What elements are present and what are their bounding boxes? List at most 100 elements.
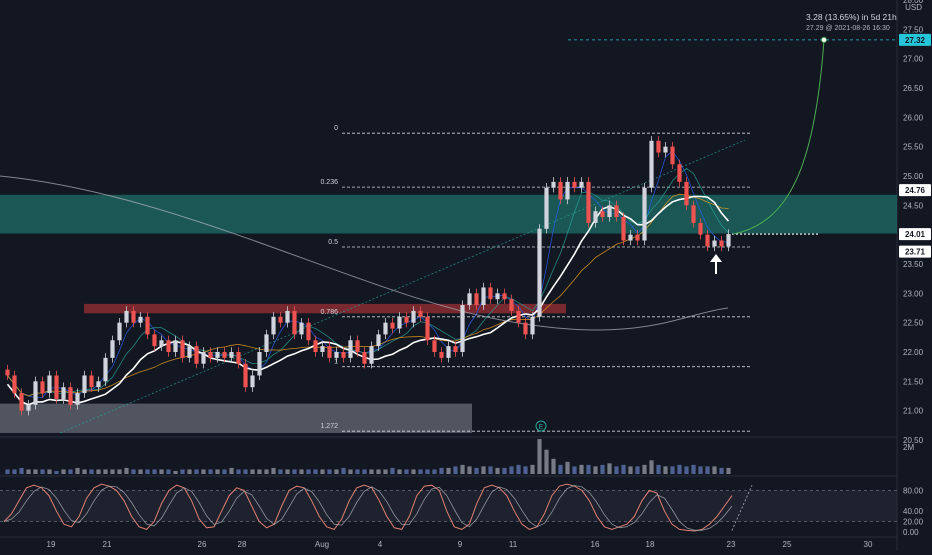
volume-bar <box>89 469 94 474</box>
volume-bar <box>607 463 612 474</box>
volume-bar <box>572 466 577 474</box>
volume-bar <box>677 464 682 474</box>
candle-body <box>285 310 290 323</box>
candle-body <box>726 234 731 247</box>
volume-bar <box>54 470 59 474</box>
projection-point <box>821 36 827 43</box>
volume-bar <box>229 467 234 474</box>
volume-bar <box>215 469 220 474</box>
volume-bar <box>187 469 192 474</box>
candle-body <box>418 310 423 317</box>
candle-body <box>593 211 598 223</box>
candle-body <box>75 393 80 405</box>
volume-bar <box>530 464 535 474</box>
volume-bar <box>257 469 262 474</box>
x-axis-label: 30 <box>864 540 873 549</box>
volume-bar <box>131 469 136 474</box>
candle-body <box>173 340 178 352</box>
y-axis-label: 26.50 <box>903 84 924 93</box>
volume-bar <box>670 466 675 474</box>
candle-body <box>145 316 150 335</box>
volume-bar <box>579 464 584 474</box>
x-axis-label: 9 <box>458 540 463 549</box>
volume-bar <box>425 469 430 474</box>
candle-body <box>663 146 668 153</box>
candles[interactable] <box>5 136 731 416</box>
candle-body <box>565 181 570 200</box>
volume-bar <box>684 466 689 474</box>
candle-body <box>376 334 381 347</box>
volume-bar <box>502 467 507 474</box>
volume-bar <box>544 449 549 474</box>
volume-bar <box>551 458 556 474</box>
volume-bar <box>439 467 444 474</box>
price-tag-target <box>899 33 931 46</box>
resistance-zone <box>0 194 897 234</box>
candle-body <box>201 352 206 364</box>
volume-bar <box>61 469 66 474</box>
x-axis-label: 4 <box>378 540 383 549</box>
candle-body <box>131 310 136 323</box>
fib-label: 0.5 <box>328 239 338 246</box>
candle-body <box>467 293 472 306</box>
candle-body <box>278 316 283 323</box>
candle-body <box>54 375 59 399</box>
x-axis-label: 23 <box>727 540 736 549</box>
candle-body <box>677 164 682 182</box>
projection-label: 3.28 (13.65%) in 5d 21h <box>806 12 897 22</box>
stoch-d-line <box>3 485 733 531</box>
candle-body <box>474 293 479 306</box>
fib-label: 0.786 <box>320 309 338 316</box>
volume-bar <box>628 466 633 474</box>
earnings-badge[interactable]: E <box>535 420 547 432</box>
candle-body <box>635 234 640 241</box>
candle-body <box>208 352 213 358</box>
zones <box>0 194 897 433</box>
volume-bar <box>124 467 129 474</box>
volume-bar <box>446 467 451 474</box>
x-axis-label: 25 <box>783 540 792 549</box>
volume-bar <box>586 464 591 474</box>
volume-bar <box>453 466 458 474</box>
stoch-band <box>0 490 897 522</box>
candle-body <box>558 181 563 200</box>
candle-body <box>530 316 535 335</box>
x-axis-label: Aug <box>315 540 329 549</box>
y-axis-label: 23.00 <box>903 289 924 298</box>
up-arrow-head <box>710 254 722 262</box>
candle-body <box>432 340 437 352</box>
volume-bar <box>152 469 157 474</box>
volume-bar <box>488 466 493 474</box>
volume-bar <box>495 467 500 474</box>
volume-bar <box>243 469 248 474</box>
demand-zone <box>0 403 472 433</box>
x-axis-label: 19 <box>47 540 56 549</box>
volume-bar <box>600 464 605 474</box>
currency-label: USD <box>905 3 922 12</box>
trend-line <box>59 139 746 434</box>
candle-body <box>656 140 661 153</box>
candle-body <box>138 316 143 323</box>
volume-bar <box>523 466 528 474</box>
candle-body <box>89 375 94 388</box>
volume-bar <box>117 469 122 474</box>
volume-bar <box>656 464 661 474</box>
candle-body <box>509 299 514 311</box>
volume-bar <box>208 469 213 474</box>
candle-body <box>19 393 24 411</box>
candle-body <box>383 322 388 335</box>
volume-bar <box>166 469 171 474</box>
candle-body <box>47 375 52 394</box>
y-axis-label: 20.50 <box>903 436 924 445</box>
volume-bar <box>537 439 542 474</box>
volume-bar <box>565 461 570 474</box>
candle-body <box>544 187 549 229</box>
volume-bar <box>194 469 199 474</box>
volume-bar <box>201 469 206 474</box>
price-tag-label: 24.01 <box>905 230 926 239</box>
volume-bar <box>222 469 227 474</box>
volume-bar <box>173 470 178 474</box>
volume-bar <box>138 469 143 474</box>
candle-body <box>719 240 724 247</box>
